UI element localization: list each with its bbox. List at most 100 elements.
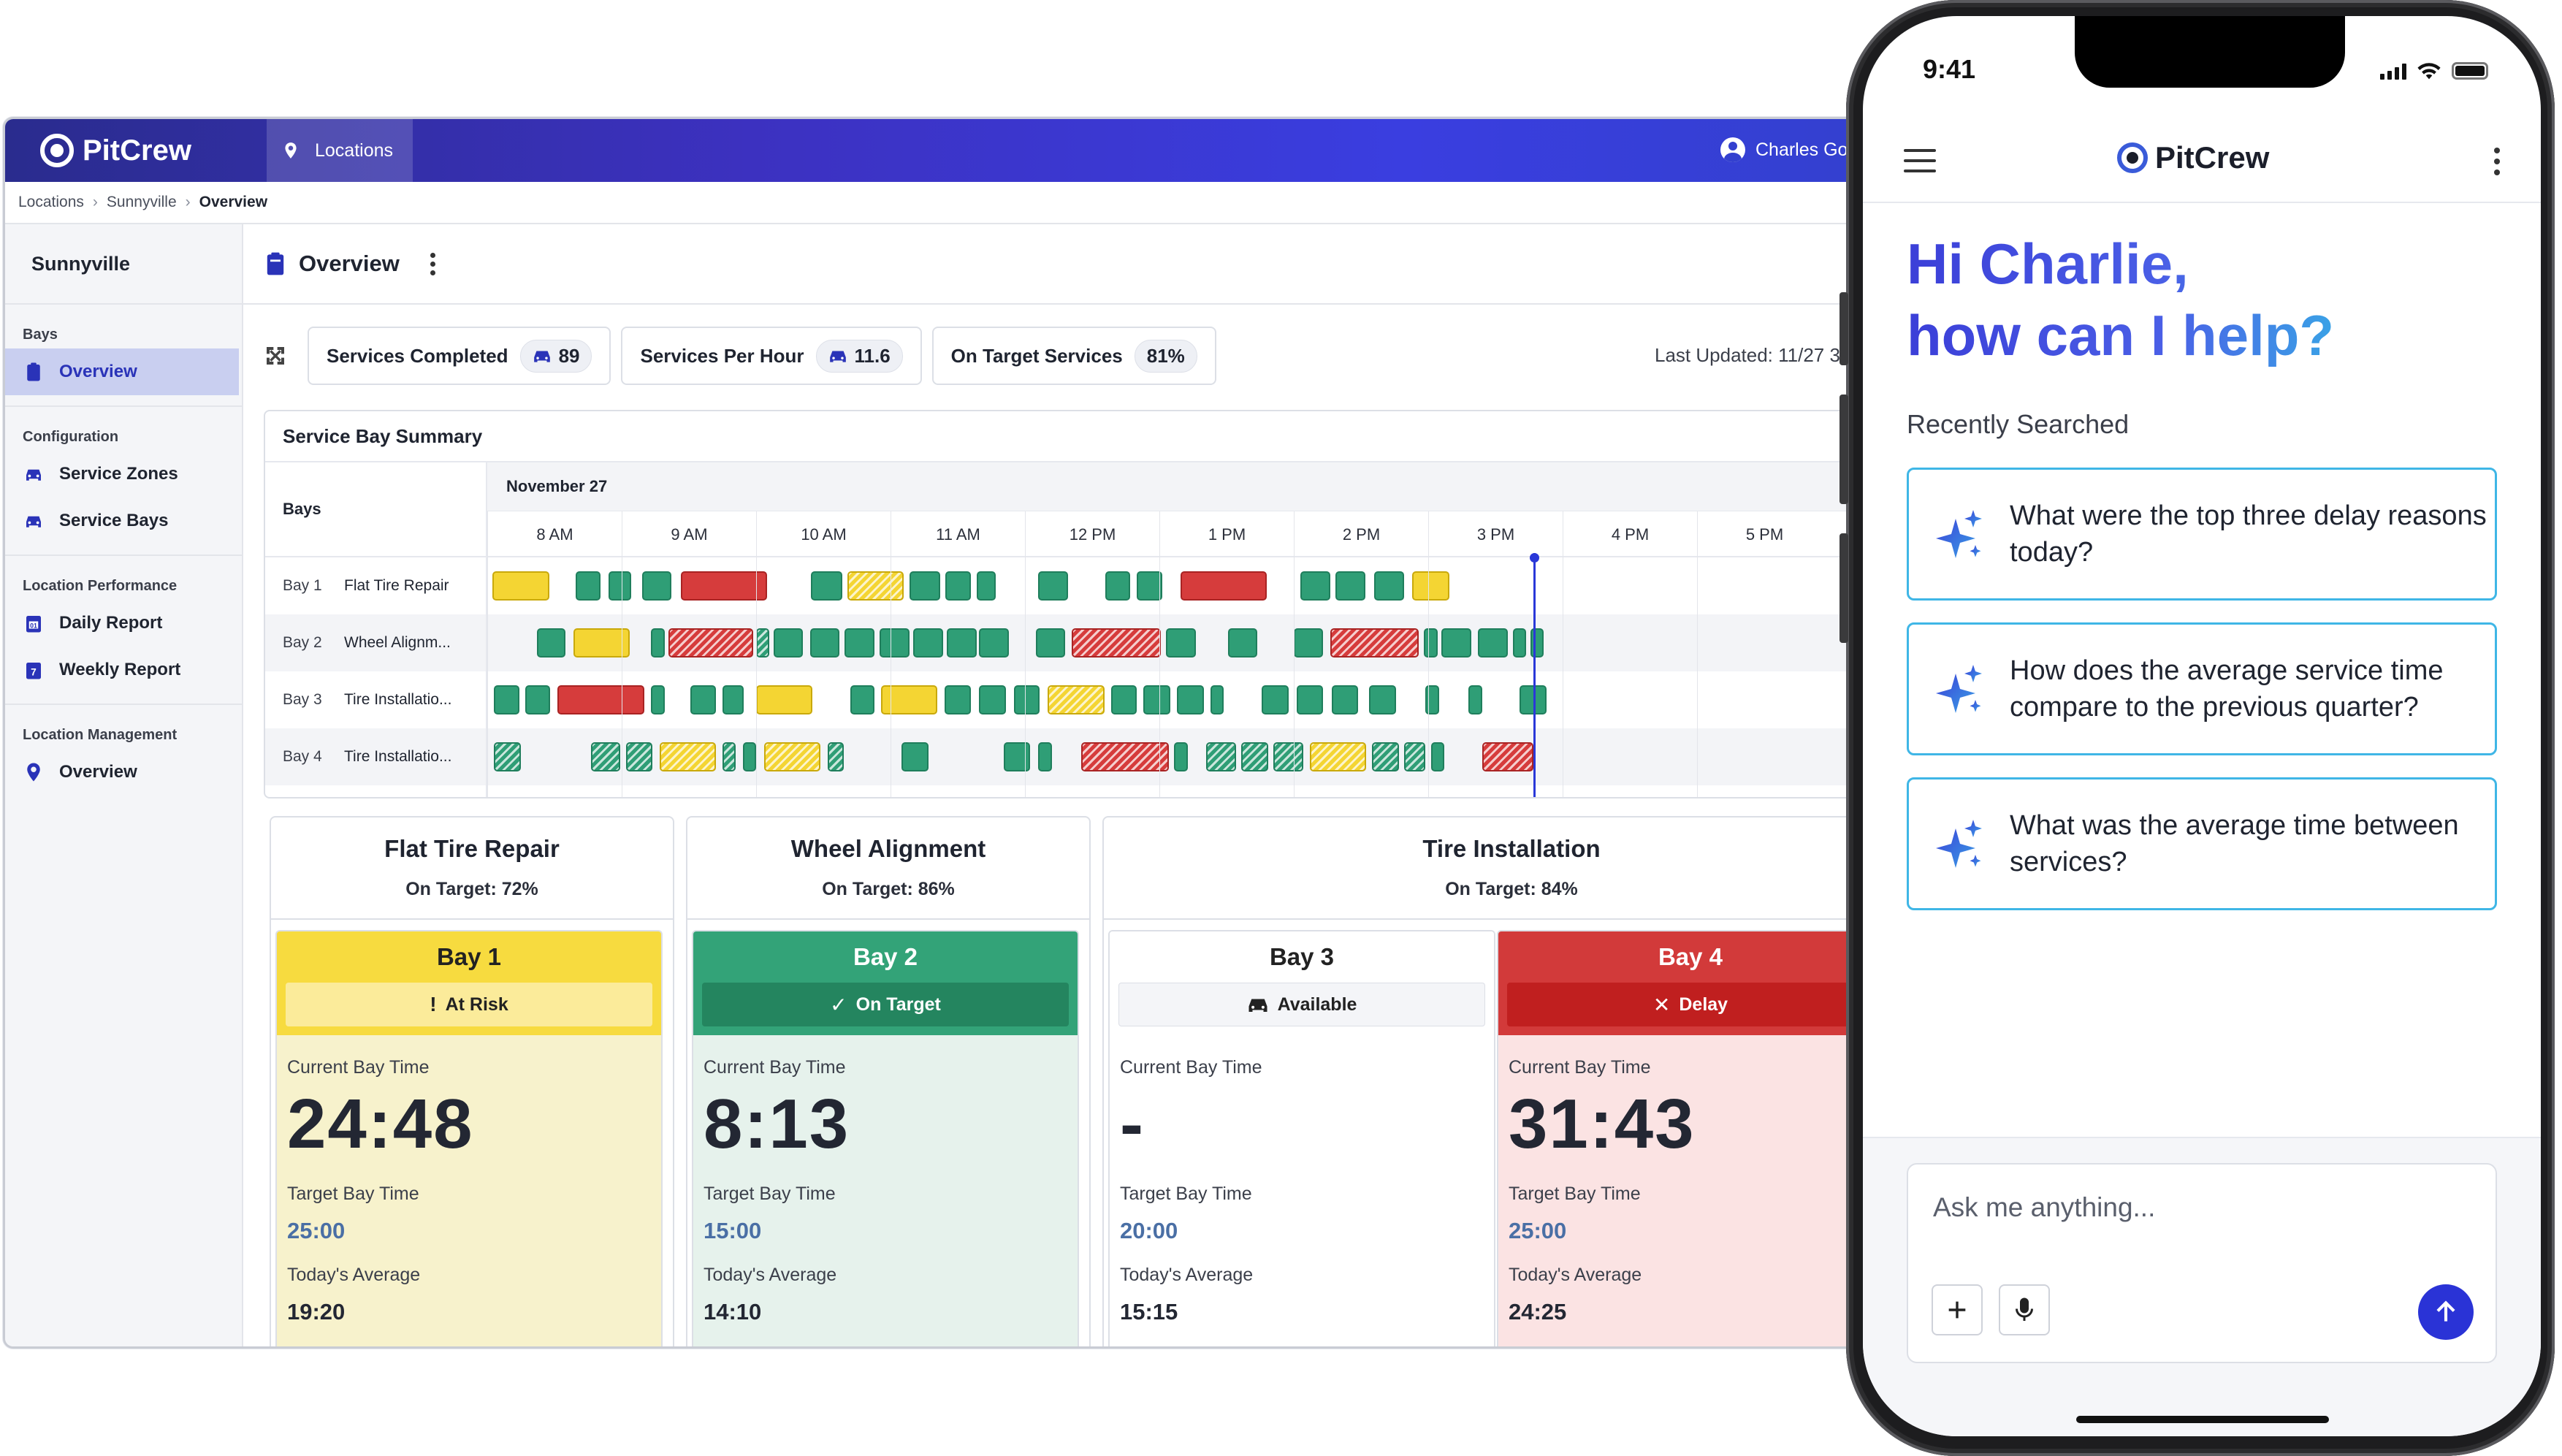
service-block[interactable]	[756, 685, 813, 714]
app-logo[interactable]: PitCrew	[40, 134, 191, 167]
sidebar-item-service-bays[interactable]: Service Bays	[5, 498, 239, 544]
recent-question-card[interactable]: What was the average time between servic…	[1907, 777, 2497, 910]
service-block[interactable]	[1273, 742, 1303, 771]
service-block[interactable]	[1227, 628, 1258, 658]
chat-input[interactable]: Ask me anything...	[1907, 1163, 2497, 1363]
breadcrumb-locations[interactable]: Locations	[18, 194, 84, 210]
service-block[interactable]	[625, 742, 653, 771]
service-block[interactable]	[1110, 685, 1137, 714]
service-block[interactable]	[494, 742, 521, 771]
service-block[interactable]	[492, 571, 549, 601]
service-block[interactable]	[1300, 571, 1330, 601]
service-block[interactable]	[1143, 685, 1170, 714]
service-block[interactable]	[756, 628, 770, 658]
service-block[interactable]	[1371, 742, 1399, 771]
service-block[interactable]	[1105, 571, 1130, 601]
service-block[interactable]	[1166, 628, 1196, 658]
hamburger-menu-icon[interactable]	[1904, 149, 1936, 172]
service-block[interactable]	[1038, 571, 1068, 601]
service-block[interactable]	[494, 685, 520, 714]
service-block[interactable]	[1482, 742, 1533, 771]
service-block[interactable]	[909, 571, 941, 601]
bay-card-4[interactable]: Bay 4 ✕ Delay Current Bay Time 31:43 Target B…	[1497, 930, 1871, 1346]
service-block[interactable]	[945, 571, 972, 601]
service-block[interactable]	[723, 742, 736, 771]
sidebar-item-bays-overview[interactable]: Overview	[5, 348, 239, 395]
service-block[interactable]	[1335, 571, 1365, 601]
service-block[interactable]	[557, 685, 645, 714]
service-block[interactable]	[827, 742, 844, 771]
bay-card-1[interactable]: Bay 1! At Risk Current Bay Time 24:48 Target…	[275, 930, 663, 1346]
service-block[interactable]	[880, 628, 910, 658]
service-block[interactable]	[1014, 685, 1040, 714]
service-block[interactable]	[1403, 742, 1426, 771]
service-block[interactable]	[1206, 742, 1236, 771]
service-block[interactable]	[1310, 742, 1367, 771]
service-block[interactable]	[773, 628, 804, 658]
more-options-icon[interactable]	[2494, 148, 2500, 175]
more-options-icon[interactable]	[430, 252, 436, 275]
service-block[interactable]	[809, 628, 840, 658]
service-block[interactable]	[944, 685, 972, 714]
service-block[interactable]	[659, 742, 716, 771]
service-block[interactable]	[1181, 571, 1267, 601]
service-block[interactable]	[1331, 685, 1359, 714]
service-block[interactable]	[1430, 742, 1445, 771]
service-block[interactable]	[590, 742, 621, 771]
service-block[interactable]	[651, 628, 665, 658]
service-block[interactable]	[573, 628, 630, 658]
service-block[interactable]	[723, 685, 744, 714]
service-block[interactable]	[608, 571, 631, 601]
service-block[interactable]	[1241, 742, 1269, 771]
service-block[interactable]	[668, 628, 754, 658]
send-button[interactable]	[2418, 1284, 2474, 1340]
service-block[interactable]	[1520, 685, 1547, 714]
breadcrumb-sunnyville[interactable]: Sunnyville	[106, 194, 177, 210]
service-block[interactable]	[764, 742, 821, 771]
bay-card-3[interactable]: Bay 3 Available Current Bay Time - Target Ba…	[1108, 930, 1495, 1346]
service-block[interactable]	[979, 685, 1007, 714]
service-block[interactable]	[1176, 685, 1204, 714]
sidebar-item-daily-report[interactable]: 01 Daily Report	[5, 600, 239, 647]
service-block[interactable]	[1174, 742, 1188, 771]
service-block[interactable]	[1468, 685, 1482, 714]
service-block[interactable]	[641, 571, 672, 601]
service-block[interactable]	[576, 571, 601, 601]
service-block[interactable]	[690, 685, 716, 714]
service-block[interactable]	[1072, 628, 1161, 658]
service-block[interactable]	[1424, 628, 1438, 658]
service-block[interactable]	[537, 628, 565, 658]
service-block[interactable]	[979, 628, 1009, 658]
service-block[interactable]	[742, 742, 756, 771]
sidebar-item-weekly-report[interactable]: 7 Weekly Report	[5, 647, 239, 693]
service-block[interactable]	[913, 628, 943, 658]
bay-card-2[interactable]: Bay 2 ✓ On Target Current Bay Time 8:13 Targe…	[692, 930, 1079, 1346]
service-block[interactable]	[1441, 628, 1471, 658]
voice-input-button[interactable]	[1999, 1284, 2050, 1335]
service-block[interactable]	[1081, 742, 1169, 771]
service-block[interactable]	[1210, 685, 1224, 714]
service-block[interactable]	[1136, 571, 1162, 601]
service-block[interactable]	[1512, 628, 1527, 658]
expand-icon[interactable]	[264, 344, 287, 367]
service-block[interactable]	[1478, 628, 1508, 658]
service-block[interactable]	[811, 571, 842, 601]
recent-question-card[interactable]: What were the top three delay reasons to…	[1907, 468, 2497, 601]
service-block[interactable]	[847, 571, 904, 601]
service-block[interactable]	[1294, 628, 1324, 658]
service-block[interactable]	[525, 685, 551, 714]
service-block[interactable]	[947, 628, 977, 658]
service-block[interactable]	[1048, 685, 1105, 714]
service-block[interactable]	[1374, 571, 1404, 601]
nav-tab-locations[interactable]: Locations	[267, 119, 413, 182]
service-block[interactable]	[845, 628, 874, 658]
service-block[interactable]	[1038, 742, 1052, 771]
recent-question-card[interactable]: How does the average service time compar…	[1907, 622, 2497, 755]
service-block[interactable]	[976, 571, 996, 601]
service-block[interactable]	[1035, 628, 1066, 658]
service-block[interactable]	[680, 571, 767, 601]
service-block[interactable]	[1003, 742, 1031, 771]
sidebar-item-service-zones[interactable]: Service Zones	[5, 451, 239, 498]
service-block[interactable]	[1296, 685, 1324, 714]
service-block[interactable]	[651, 685, 665, 714]
